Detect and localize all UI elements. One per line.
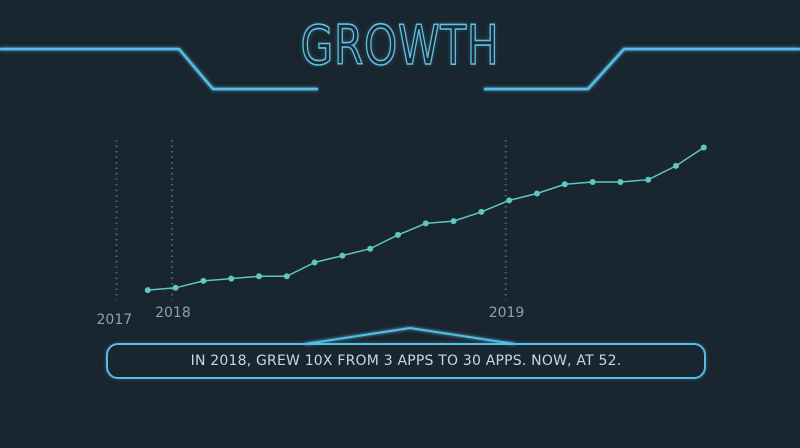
data-point-5 <box>256 273 262 280</box>
data-point-16 <box>561 181 568 188</box>
data-point-1 <box>144 287 151 294</box>
data-point-3 <box>200 277 207 284</box>
year-label-2018: 2018 <box>155 305 191 321</box>
year-label-2017: 2017 <box>96 312 133 328</box>
data-point-14 <box>506 197 513 204</box>
page-title: GROWTH <box>300 13 500 78</box>
data-point-2 <box>172 284 179 291</box>
data-point-20 <box>673 162 679 169</box>
caption-text: IN 2018, GREW 10X FROM 3 APPS TO 30 APPS… <box>190 353 622 369</box>
data-point-8 <box>339 252 346 259</box>
data-point-4 <box>228 275 235 282</box>
caption-pointer <box>304 326 516 345</box>
data-point-11 <box>422 220 429 227</box>
header-frame-right <box>484 47 800 91</box>
data-point-21 <box>700 144 707 151</box>
data-point-15 <box>534 190 540 197</box>
data-point-19 <box>645 176 652 183</box>
year-label-2019: 2019 <box>488 305 525 321</box>
header-frame-left <box>0 47 318 91</box>
year-markers <box>115 140 507 300</box>
data-point-10 <box>395 231 401 238</box>
data-point-17 <box>589 179 596 185</box>
header-frame <box>0 47 800 91</box>
data-point-6 <box>283 273 290 280</box>
data-point-12 <box>450 218 457 225</box>
data-point-7 <box>311 259 318 266</box>
series-layer <box>144 144 707 294</box>
series-line <box>147 146 705 291</box>
data-point-9 <box>367 245 374 252</box>
caption-box: IN 2018, GREW 10X FROM 3 APPS TO 30 APPS… <box>106 343 706 379</box>
data-point-13 <box>478 208 485 215</box>
data-point-18 <box>617 179 624 185</box>
